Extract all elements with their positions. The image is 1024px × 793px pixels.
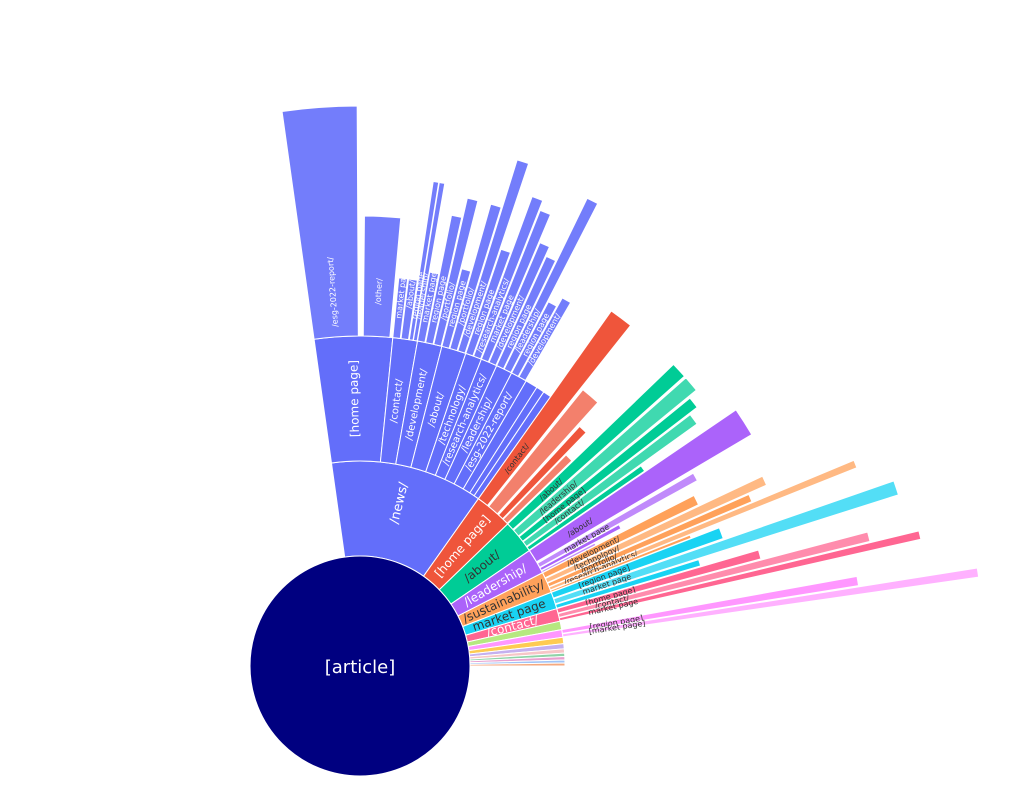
root-node[interactable] [249, 555, 471, 777]
level2-spike[interactable] [556, 549, 762, 614]
level2-spike[interactable] [557, 531, 871, 618]
level2-spike[interactable] [507, 363, 686, 531]
level3-segment[interactable] [281, 105, 359, 340]
ring-segment-group[interactable]: /leadership//about/market page [450, 409, 753, 617]
level2-spike[interactable] [541, 494, 700, 579]
level3-segment[interactable] [441, 268, 472, 349]
level2-spike[interactable] [554, 559, 702, 609]
level2-spike[interactable] [550, 527, 724, 599]
level3-segment[interactable] [416, 271, 440, 344]
level3-segment[interactable] [488, 241, 551, 366]
level3-segment[interactable] [362, 215, 402, 338]
level3-segment[interactable] [449, 203, 502, 352]
ring-segment-group[interactable]: /about//about//leadership/[home page]/co… [438, 363, 698, 605]
level2-spike[interactable] [528, 409, 753, 563]
level2-spike[interactable] [561, 575, 860, 634]
level2-spike[interactable] [546, 493, 753, 588]
level3-segment[interactable] [425, 214, 463, 345]
level3-segment[interactable] [392, 277, 409, 340]
level2-spike[interactable] [502, 454, 573, 525]
level2-spike[interactable] [477, 310, 632, 507]
level2-spike[interactable] [522, 413, 698, 548]
level2-spike[interactable] [536, 472, 699, 568]
level3-segment[interactable] [503, 197, 599, 374]
level3-segment[interactable] [518, 297, 572, 382]
level2-spike[interactable] [512, 377, 697, 537]
sunburst-root[interactable]: [article] [249, 555, 471, 777]
level3-segment[interactable] [472, 195, 544, 360]
level2-spike[interactable] [488, 389, 599, 515]
level2-spike[interactable] [544, 475, 768, 584]
level2-segment[interactable] [313, 335, 394, 464]
level3-segment[interactable] [480, 209, 552, 363]
level2-spike[interactable] [526, 465, 646, 551]
level3-segment[interactable] [496, 255, 557, 370]
level2-spike[interactable] [553, 480, 900, 605]
level3-segment[interactable] [433, 197, 479, 347]
level2-spike[interactable] [497, 425, 587, 520]
level2-spike[interactable] [518, 397, 698, 542]
level3-segment[interactable] [457, 159, 530, 354]
level3-segment[interactable] [510, 301, 558, 378]
level3-segment[interactable] [465, 248, 512, 357]
level3-segment[interactable] [400, 278, 418, 341]
